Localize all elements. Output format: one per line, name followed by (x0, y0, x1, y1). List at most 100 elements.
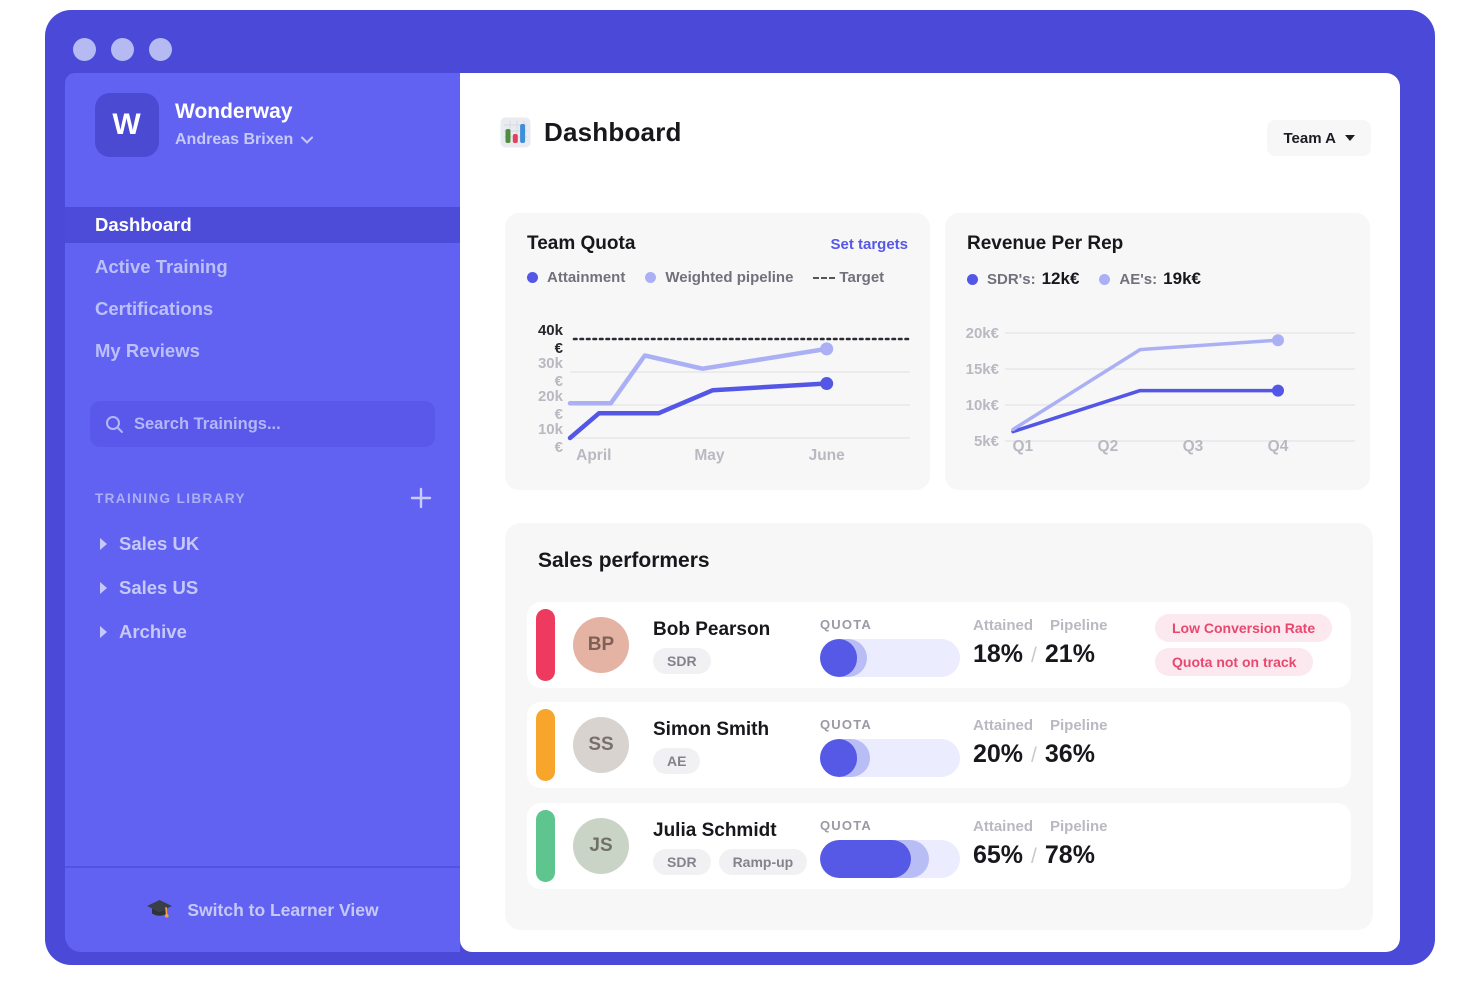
switch-to-learner-view-label: Switch to Learner View (187, 899, 379, 920)
attained-column-label: Attained (973, 818, 1033, 835)
caret-down-icon (1345, 135, 1355, 141)
search-input[interactable] (134, 414, 414, 434)
role-tags: SDR (653, 648, 711, 674)
attained-column-label: Attained (973, 717, 1033, 734)
svg-text:€: € (555, 439, 564, 456)
caret-right-icon (100, 626, 107, 638)
team-selector-label: Team A (1283, 129, 1336, 147)
svg-text:Q4: Q4 (1268, 438, 1289, 455)
attained-column-label: Attained (973, 617, 1033, 634)
window-dot-icon[interactable] (149, 38, 172, 61)
window-controls[interactable] (73, 38, 172, 61)
revenue-legend: SDR's: 12k€ AE's: 19k€ (945, 255, 1370, 289)
role-tag: AE (653, 748, 701, 774)
value-separator: / (1031, 845, 1037, 868)
search-icon (106, 415, 123, 433)
ae-dot-icon (1099, 273, 1111, 285)
legend-label: Attainment (547, 269, 626, 286)
svg-text:10k€: 10k€ (966, 397, 1000, 414)
quota-column-label: QUOTA (820, 617, 872, 632)
pipeline-value: 36% (1044, 740, 1095, 768)
svg-text:April: April (576, 447, 611, 464)
pipeline-value: 21% (1044, 640, 1095, 668)
avatar: BP (573, 617, 629, 673)
tree-item-sales-uk[interactable]: Sales UK (65, 529, 460, 559)
quota-column-label: QUOTA (820, 818, 872, 833)
svg-text:Q1: Q1 (1013, 438, 1034, 455)
tree-item-archive[interactable]: Archive (65, 617, 460, 647)
quota-attained-fill (820, 840, 911, 878)
team-quota-card: Team Quota Set targets Attainment Weight… (505, 213, 930, 490)
sidebar: W Wonderway Andreas Brixen Dashboard Act… (65, 73, 460, 952)
svg-text:€: € (555, 373, 564, 390)
svg-text:20k€: 20k€ (966, 325, 1000, 342)
role-tags: SDR Ramp-up (653, 849, 808, 875)
status-indicator (536, 609, 555, 681)
page-title: Dashboard (544, 117, 682, 147)
add-training-button[interactable] (410, 487, 432, 509)
performer-row[interactable]: BP Bob Pearson SDR QUOTA Attained Pipeli… (527, 602, 1351, 688)
quota-progress-bar (820, 739, 960, 777)
quota-progress-bar (820, 639, 960, 677)
page-header: Dashboard Team A (460, 73, 1400, 213)
svg-text:10k: 10k (538, 421, 564, 438)
switch-to-learner-view-button[interactable]: Switch to Learner View (65, 866, 460, 952)
team-quota-legend: Attainment Weighted pipeline Target (505, 255, 930, 286)
window-dot-icon[interactable] (111, 38, 134, 61)
svg-text:40k: 40k (538, 322, 564, 339)
status-indicator (536, 709, 555, 781)
quota-attained-fill (820, 639, 857, 677)
quota-column-label: QUOTA (820, 717, 872, 732)
performer-row[interactable]: JS Julia Schmidt SDR Ramp-up QUOTA Attai… (527, 803, 1351, 889)
svg-text:20k: 20k (538, 388, 564, 405)
legend-label: Weighted pipeline (665, 269, 794, 286)
pipeline-dot-icon (645, 272, 657, 283)
tree-item-sales-us[interactable]: Sales US (65, 573, 460, 603)
sales-performers-panel: Sales performers BP Bob Pearson SDR QUOT… (505, 523, 1373, 930)
value-separator: / (1031, 744, 1037, 767)
svg-text:Q2: Q2 (1098, 438, 1119, 455)
sdr-dot-icon (967, 273, 978, 285)
revenue-per-rep-card: Revenue Per Rep SDR's: 12k€ AE's: 19k€ 2… (945, 213, 1370, 490)
svg-text:€: € (555, 406, 564, 423)
team-quota-chart: 40k€30k€20k€10k€ April May June (538, 322, 914, 464)
performer-row[interactable]: SS Simon Smith AE QUOTA Attained Pipelin… (527, 702, 1351, 788)
search-trainings (90, 401, 435, 447)
window-dot-icon[interactable] (73, 38, 96, 61)
user-name: Andreas Brixen (175, 131, 294, 148)
app-window: W Wonderway Andreas Brixen Dashboard Act… (45, 10, 1435, 965)
svg-text:Q3: Q3 (1183, 438, 1204, 455)
team-selector-dropdown[interactable]: Team A (1267, 120, 1371, 156)
status-indicator (536, 810, 555, 882)
sidebar-item-my-reviews[interactable]: My Reviews (95, 340, 200, 361)
role-tag: Ramp-up (718, 849, 808, 875)
performer-name: Bob Pearson (653, 619, 771, 640)
sidebar-header: W Wonderway Andreas Brixen (65, 73, 460, 207)
sidebar-nav: Dashboard Active Training Certifications… (65, 207, 460, 375)
ae-value: 19k€ (1163, 269, 1201, 288)
revenue-per-rep-title: Revenue Per Rep (967, 233, 1124, 254)
legend-label: AE's: (1119, 270, 1158, 288)
svg-text:30k: 30k (538, 355, 564, 372)
pipeline-value: 78% (1044, 841, 1095, 869)
pipeline-column-label: Pipeline (1050, 617, 1108, 634)
set-targets-link[interactable]: Set targets (830, 235, 908, 253)
tree-item-label: Sales UK (119, 533, 200, 554)
svg-text:€: € (555, 340, 564, 357)
sidebar-item-certifications[interactable]: Certifications (95, 298, 214, 319)
sidebar-item-dashboard[interactable]: Dashboard (65, 207, 460, 243)
training-library-tree: Sales UK Sales US Archive (65, 515, 460, 647)
sdr-value: 12k€ (1041, 269, 1080, 288)
target-dash-icon (813, 276, 836, 279)
pipeline-column-label: Pipeline (1050, 717, 1108, 734)
quota-attained-fill (820, 739, 857, 777)
alert-badges: Low Conversion Rate Quota not on track (1155, 614, 1333, 676)
main-content: Dashboard Team A Team Quota Set targets … (460, 73, 1400, 952)
sidebar-item-active-training[interactable]: Active Training (95, 256, 228, 277)
svg-text:5k€: 5k€ (974, 433, 1000, 450)
chevron-down-icon (301, 136, 314, 144)
user-menu[interactable]: Andreas Brixen (175, 131, 314, 149)
alert-badge: Quota not on track (1155, 648, 1314, 676)
wonderway-logo: W (95, 93, 159, 157)
